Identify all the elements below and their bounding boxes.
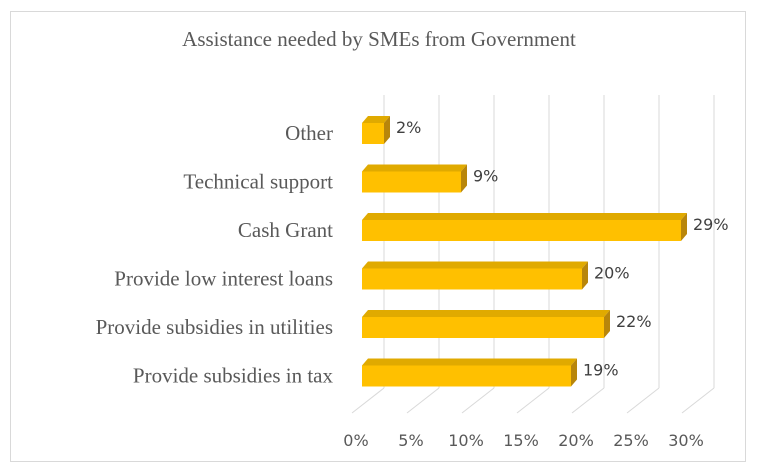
bar-front [362,268,582,290]
category-label: Provide subsidies in utilities [96,315,333,339]
gridline-floor [516,387,550,414]
bar-top [362,358,577,366]
x-tick-label: 30% [668,431,704,450]
x-tick-label: 25% [613,431,649,450]
data-label: 9% [473,167,498,186]
bar-top [362,213,687,220]
category-label: Cash Grant [238,218,333,242]
bar-front [362,317,604,338]
bar-front [362,123,384,144]
x-tick-label: 0% [343,431,368,450]
gridline-floor [461,387,495,414]
bar-side [681,213,687,241]
bar-side [582,261,588,290]
bar-top [362,261,588,269]
x-tick-labels: 0% 5% 10% 15% 20% 25% 30% [343,431,703,450]
gridline-floor [406,387,440,414]
bar [362,261,588,290]
data-label: 29% [693,215,729,234]
x-tick-label: 5% [398,431,423,450]
data-label: 19% [583,361,619,380]
chart-title: Assistance needed by SMEs from Governmen… [182,27,576,51]
gridline-floor [626,387,660,414]
category-label: Other [285,121,333,145]
bar-side [571,358,577,387]
bar-side [604,310,610,338]
x-tick-label: 10% [448,431,484,450]
x-tick-label: 15% [503,431,539,450]
bar [362,213,687,241]
data-label: 2% [396,118,421,137]
value-labels: 2% 9% 29% 20% 22% 19% [396,118,729,380]
bar [362,116,390,144]
bar-side [384,116,390,144]
bar-top [362,164,467,172]
category-label: Provide low interest loans [114,267,333,291]
bar-top [362,310,610,317]
bars [362,116,687,387]
data-label: 22% [616,312,652,331]
bar [362,358,577,387]
gridline-floor [681,387,715,414]
bar-front [362,220,681,241]
gridlines [351,95,715,414]
gridline-floor [571,387,605,414]
bar-front [362,171,461,193]
bar-front [362,365,571,387]
category-labels: Other Technical support Cash Grant Provide … [96,121,334,388]
bar [362,164,467,193]
gridline-floor [351,387,385,414]
category-label: Provide subsidies in tax [133,364,334,388]
data-label: 20% [594,264,630,283]
x-tick-label: 20% [558,431,594,450]
category-label: Technical support [183,170,333,194]
bar [362,310,610,338]
bar-top [362,116,390,123]
bar-side [461,164,467,193]
